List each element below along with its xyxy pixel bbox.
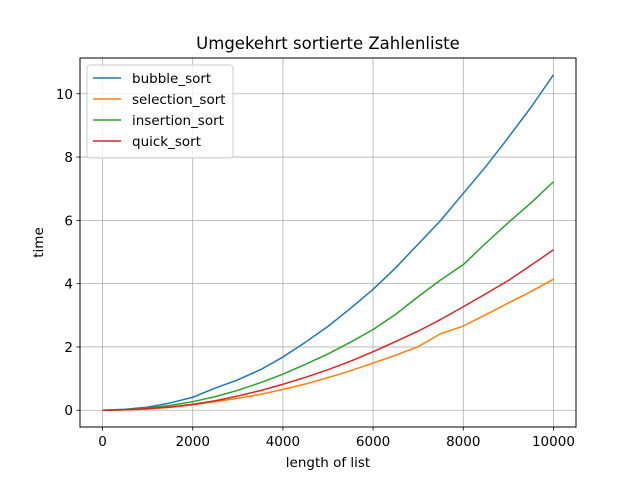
series-line-insertion-sort <box>102 181 554 411</box>
y-tick-label: 4 <box>64 277 73 293</box>
legend-label-bubble-sort: bubble_sort <box>132 71 211 87</box>
legend-label-selection-sort: selection_sort <box>132 92 226 108</box>
x-tick-label: 6000 <box>356 434 390 450</box>
chart-title: Umgekehrt sortierte Zahlenliste <box>196 34 460 53</box>
series-line-bubble-sort <box>102 74 555 411</box>
x-tick-label: 2000 <box>176 434 210 450</box>
series-lines <box>102 74 555 411</box>
legend-label-insertion-sort: insertion_sort <box>132 113 224 129</box>
y-tick-label: 2 <box>64 340 73 356</box>
x-tick-label: 8000 <box>446 434 480 450</box>
x-tick-label: 10000 <box>532 434 575 450</box>
y-tick-label: 10 <box>56 87 73 103</box>
legend: bubble_sort selection_sort insertion_sortq… <box>86 64 234 159</box>
legend-box <box>86 64 234 159</box>
series-line-quick-sort <box>102 249 554 411</box>
legend-label-quick-sort: quick_sort <box>132 134 201 150</box>
x-axis-label: length of list <box>286 455 370 471</box>
y-axis-label: time <box>31 227 47 258</box>
y-tick-label: 0 <box>64 403 73 419</box>
axis-ticks: 0 2000 4000 6000 8000 10000 0 2 4 6 8 10 <box>56 87 575 450</box>
y-tick-label: 6 <box>64 213 73 229</box>
plot-frame <box>79 57 577 428</box>
x-tick-label: 4000 <box>266 434 300 450</box>
x-tick-label: 0 <box>98 434 107 450</box>
y-tick-label: 8 <box>64 150 73 166</box>
